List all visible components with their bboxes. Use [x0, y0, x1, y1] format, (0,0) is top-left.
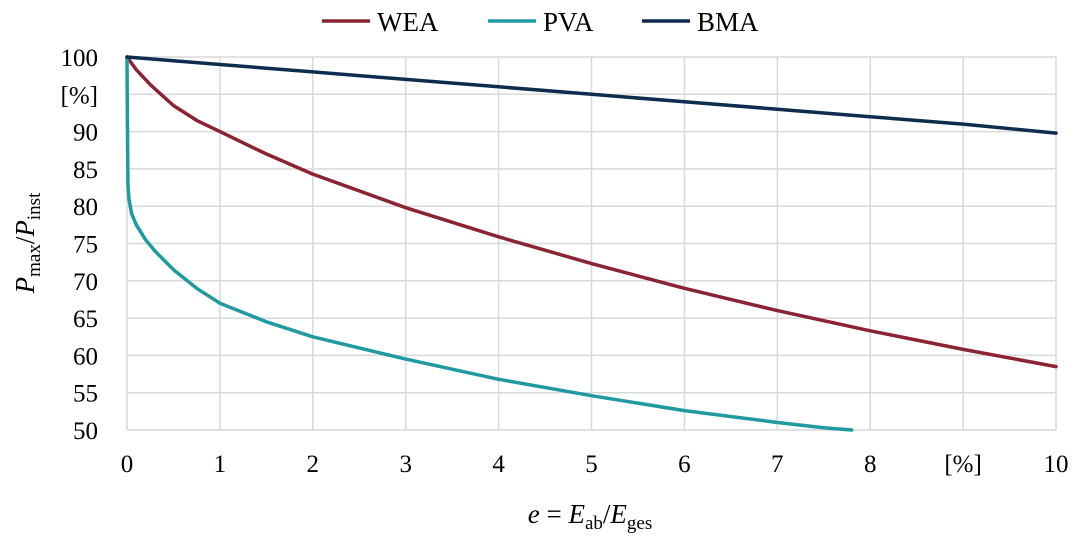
series-line-pva: [125, 55, 854, 432]
x-tick-label: 3: [399, 451, 412, 478]
series-lines: [125, 55, 1058, 432]
grid: [126, 56, 1057, 431]
y-label-var1: P: [10, 277, 40, 295]
legend-item-pva: PVA: [488, 7, 594, 37]
x-tick-label: 7: [771, 451, 784, 478]
y-tick-label: 60: [73, 343, 98, 370]
tick-labels: 0 1 2 3 4 5 6 7 8 [%] 10 100 [%] 90 85 80 75 70 65 60 55 50: [61, 45, 1069, 478]
x-axis-label: e = Eab/Eges: [528, 499, 653, 534]
legend-label-wea: WEA: [377, 7, 439, 37]
x-tick-label: 6: [678, 451, 691, 478]
y-label-sub1: max: [24, 244, 45, 277]
x-tick-label: 5: [585, 451, 598, 478]
legend-label-bma: BMA: [697, 7, 759, 37]
series-line-bma: [125, 55, 1058, 135]
x-tick-label: 10: [1044, 451, 1069, 478]
legend: WEA PVA BMA: [322, 7, 759, 37]
x-label-eq: =: [540, 499, 569, 529]
legend-item-wea: WEA: [322, 7, 439, 37]
y-tick-label: 65: [73, 306, 98, 333]
x-tick-label: 4: [492, 451, 505, 478]
y-label-slash: /: [10, 236, 40, 244]
x-tick-label: 0: [121, 451, 134, 478]
x-tick-label: 2: [307, 451, 320, 478]
y-tick-label: 85: [73, 157, 98, 184]
legend-label-pva: PVA: [543, 7, 594, 37]
x-tick-label: 1: [214, 451, 227, 478]
y-label-sub2: inst: [24, 192, 45, 220]
x-label-var1: E: [567, 499, 585, 529]
y-tick-label: 90: [73, 120, 98, 147]
y-tick-label: 70: [73, 269, 98, 296]
y-axis-label: Pmax/Pinst: [10, 192, 45, 294]
y-tick-label: [%]: [61, 82, 98, 109]
x-label-sub1: ab: [585, 513, 603, 534]
legend-item-bma: BMA: [642, 7, 759, 37]
y-tick-label: 100: [61, 45, 99, 72]
y-tick-label: 50: [73, 418, 98, 445]
y-label-var2: P: [10, 220, 40, 238]
x-tick-label: [%]: [944, 451, 981, 478]
x-label-sub2: ges: [627, 513, 652, 534]
y-tick-label: 75: [73, 232, 98, 259]
x-tick-label: 8: [864, 451, 877, 478]
x-label-var2: E: [609, 499, 627, 529]
x-label-slash: /: [603, 499, 611, 529]
y-tick-label: 80: [73, 194, 98, 221]
x-label-e: e: [528, 499, 540, 529]
y-tick-label: 55: [73, 381, 98, 408]
series-line-wea: [125, 55, 1058, 369]
